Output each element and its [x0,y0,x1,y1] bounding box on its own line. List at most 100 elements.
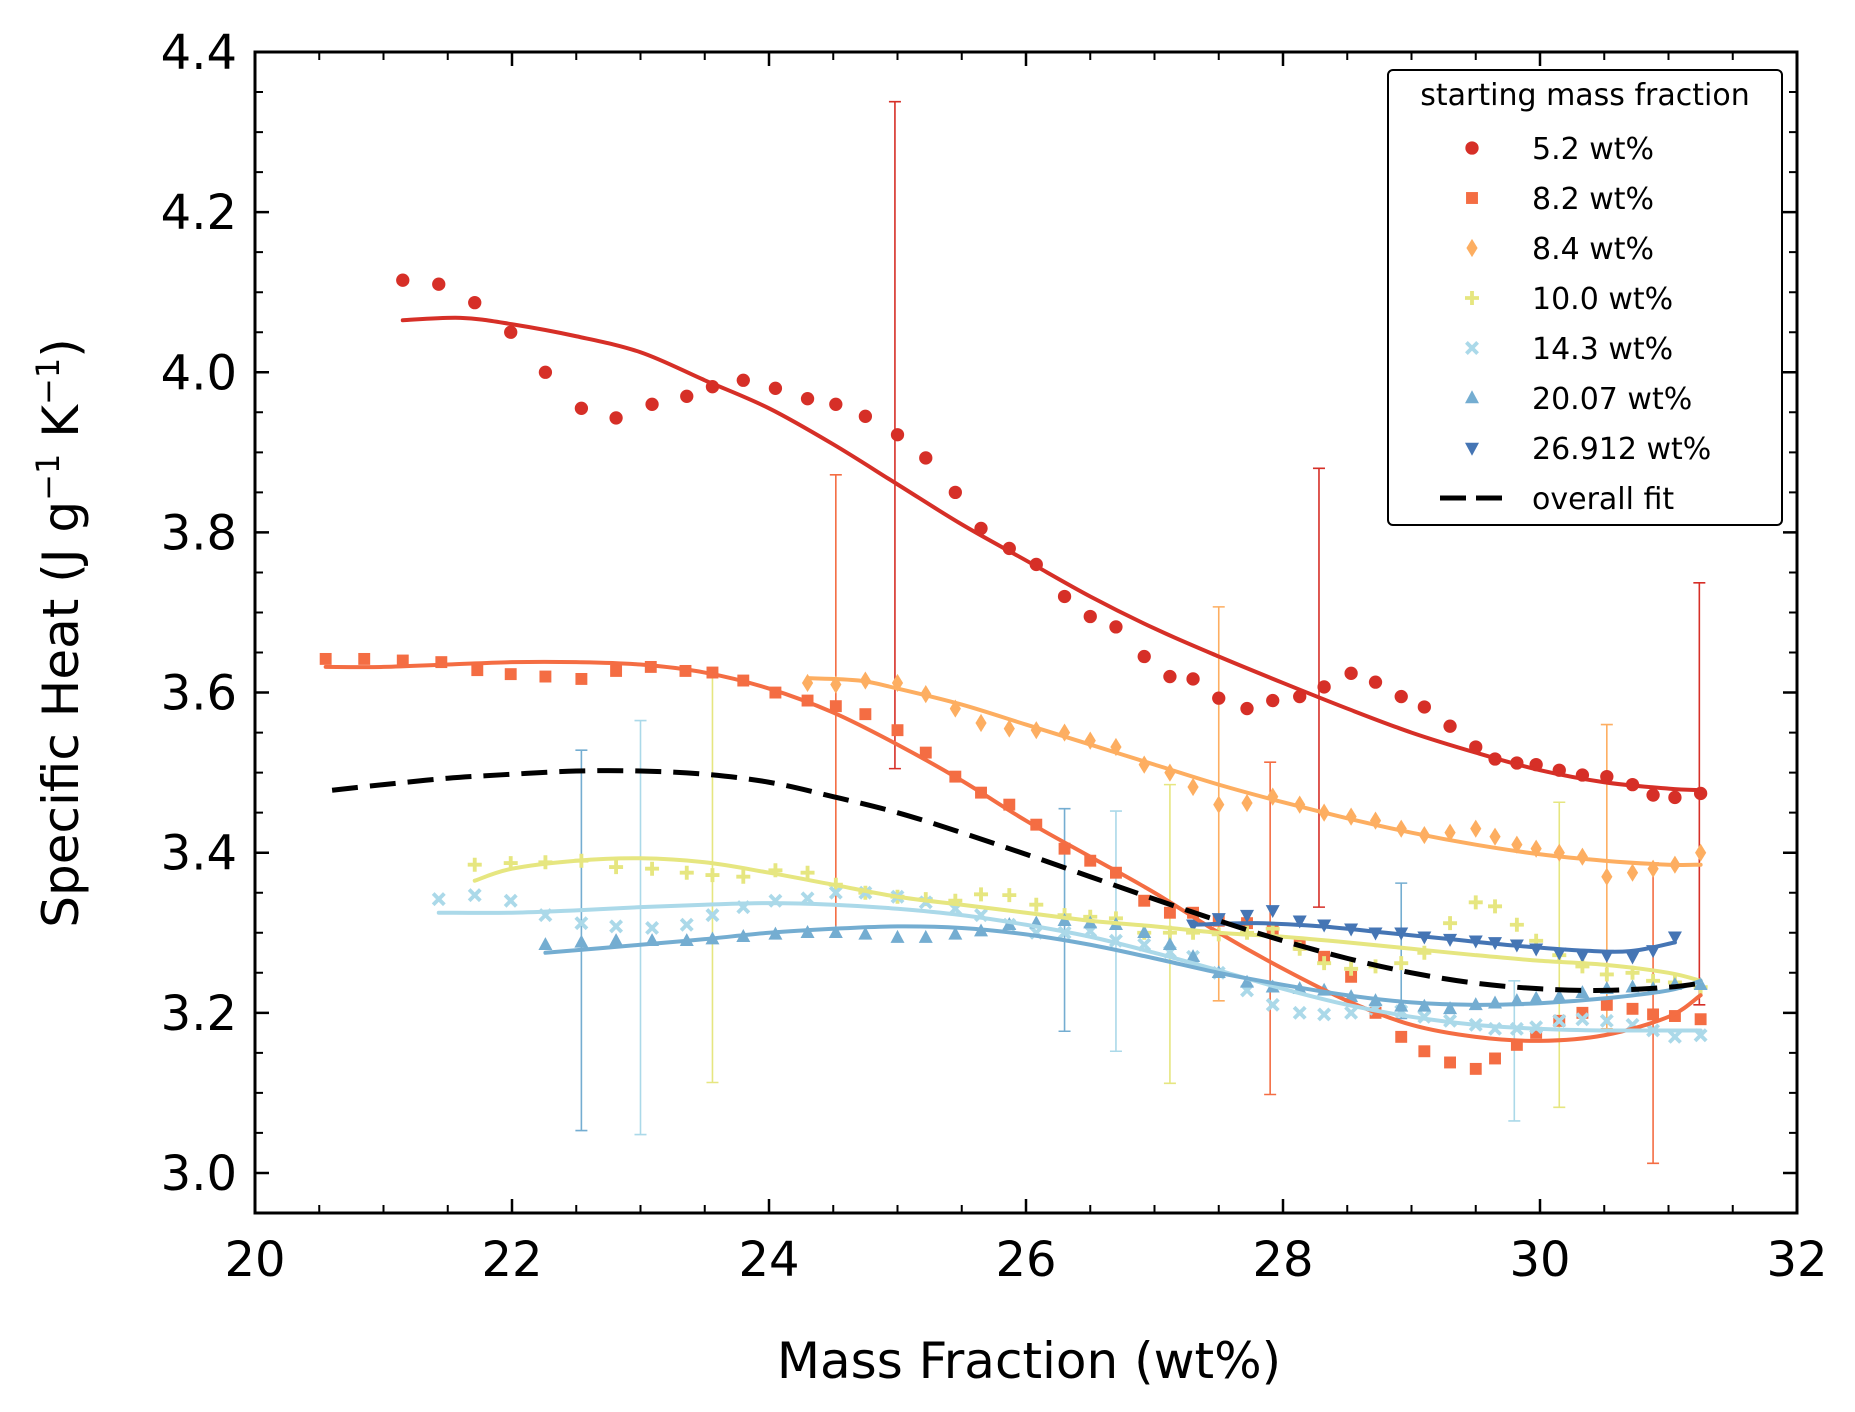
data-point [574,934,589,948]
data-point [1058,842,1071,855]
data-point [1552,1013,1567,1028]
legend-label: 26.912 wt% [1532,432,1711,467]
data-point [1137,649,1151,664]
data-point [504,668,517,681]
data-point [1240,701,1254,716]
axes-layer: 20 22 24 26 28 30 32 3.0 3.2 3.4 3.6 3.8 4.0 4.2 4.4 [161,25,1828,1288]
data-point [1626,863,1639,882]
legend-entry: 8.4 wt% [1466,232,1654,267]
data-point [1029,897,1044,912]
legend: starting mass fraction 5.2 wt% 8.2 wt% 8.4… [1387,69,1783,526]
data-point [1443,916,1458,931]
data-point [1003,798,1016,811]
legend-label: 5.2 wt% [1532,132,1654,167]
data-point [1394,998,1409,1012]
fit-line-8-4-wt [805,676,1703,867]
data-point [1444,1056,1456,1069]
data-point [609,933,624,947]
legend-marker [1465,141,1479,155]
data-point [1109,620,1123,634]
data-point [948,926,963,940]
data-point [1668,1010,1681,1022]
y-axis-label-pre: Specific Heat (J g [32,501,90,928]
data-point [679,917,694,932]
series-layer [319,100,1708,1165]
error-bar [634,719,647,1136]
y-axis-label-mid: K [32,404,90,454]
y-tick-label: 3.4 [161,826,237,882]
legend-marker [1465,291,1479,305]
data-point [919,451,933,465]
data-point [1344,1005,1359,1020]
data-point [680,389,694,403]
data-point [1529,990,1544,1004]
data-point [1187,777,1199,797]
data-point [828,885,843,900]
data-point [1084,731,1096,750]
data-point [1443,719,1457,733]
data-point [1470,819,1482,838]
data-point [918,929,933,943]
data-point [471,664,484,677]
data-point [1292,1005,1307,1020]
data-point [645,861,660,876]
data-point [1265,905,1280,919]
data-point [1345,807,1357,826]
data-point [1344,961,1359,976]
data-point [1003,719,1015,738]
data-point [1695,843,1707,862]
x-tick-label: 26 [995,1232,1056,1288]
y-tick-label: 3.8 [161,505,237,561]
data-point [679,865,694,880]
fit-line-10-0-wt [472,856,1703,983]
data-point [1163,669,1177,684]
data-point [1576,1006,1589,1019]
y-tick-label: 4.0 [161,345,237,401]
data-point [975,713,987,733]
data-point [1241,793,1253,813]
data-point [468,295,482,310]
data-point [1240,974,1255,988]
data-point [800,392,815,406]
data-point [1667,1029,1682,1044]
legend-label: 10.0 wt% [1532,282,1673,317]
data-point [1418,1045,1431,1058]
data-point [890,929,905,943]
data-point [1368,675,1383,689]
data-point [1213,795,1225,814]
x-tick-label: 30 [1509,1232,1570,1288]
data-point [1267,787,1279,806]
fit-line-14-3-wt [436,901,1703,1033]
data-point [1646,788,1660,802]
data-point [358,652,371,665]
data-point [1488,899,1503,914]
data-point [1137,925,1152,939]
data-point [610,664,623,677]
data-point [1552,989,1567,1003]
data-point [609,860,624,875]
data-point [1293,689,1307,704]
data-point [503,893,518,908]
data-point [1489,827,1501,846]
data-point [1444,823,1456,842]
data-point [1030,721,1042,740]
legend-entries: 5.2 wt% 8.2 wt% 8.4 wt% 10.0 wt% 14.3 wt% 20.… [1440,132,1711,517]
overall-fit-line [331,768,1701,993]
data-point [539,670,552,683]
data-point [1443,1001,1458,1015]
data-point [891,724,904,737]
data-point [829,397,843,411]
legend-marker [1466,192,1478,204]
x-tick-label: 28 [1252,1232,1313,1288]
data-point [609,919,624,934]
legend-label: 20.07 wt% [1532,382,1692,417]
legend-marker [1466,238,1478,258]
error-bar [1109,810,1122,1053]
data-point [1626,1002,1639,1015]
data-point [1345,970,1358,983]
y-tick-label: 4.2 [161,185,237,241]
fit-line-26-912-wt [1191,921,1677,954]
data-point [435,656,448,669]
x-tick-label: 20 [224,1232,285,1288]
data-point [890,428,905,442]
